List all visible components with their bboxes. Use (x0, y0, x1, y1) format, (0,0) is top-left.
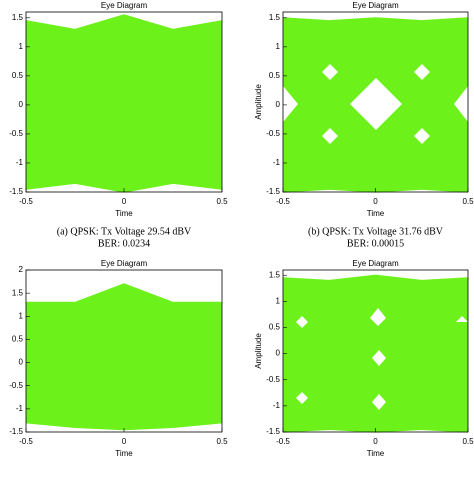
eye-traces (26, 14, 222, 192)
x-tick-label: -0.5 (276, 437, 290, 446)
y-axis-label: Amplitude (254, 333, 263, 369)
x-tick-label: 0 (122, 437, 127, 446)
y-tick-label: 0 (276, 100, 281, 109)
y-tick-label: -0.5 (9, 129, 23, 138)
eye-opening (414, 128, 430, 144)
x-tick-label: 0 (122, 197, 127, 206)
x-axis-label: Time (367, 449, 385, 458)
eye-opening (454, 86, 468, 122)
y-tick-label: 0.5 (269, 323, 281, 332)
eye-opening (322, 128, 338, 144)
x-tick-label: 0.5 (462, 437, 474, 446)
eye-opening (296, 316, 308, 328)
eye-opening (456, 316, 468, 322)
x-axis-label: Time (367, 209, 385, 218)
caption-ber: BER: 0.0234 (98, 238, 150, 249)
eye-envelope (282, 17, 469, 22)
y-tick-label: -0.5 (9, 381, 23, 390)
x-tick-label: 0.5 (216, 437, 228, 446)
eye-traces (26, 283, 222, 430)
y-tick-label: -1.5 (9, 187, 23, 196)
eye-opening (322, 64, 338, 80)
x-tick-label: -0.5 (276, 197, 290, 206)
y-tick-label: -1 (273, 158, 281, 167)
eye-envelope (26, 283, 222, 303)
y-tick-label: 1.5 (12, 13, 24, 22)
y-tick-label: -1.5 (9, 427, 23, 436)
y-tick-label: -0.5 (266, 129, 280, 138)
y-tick-label: -1.5 (266, 187, 280, 196)
x-axis-label: Time (115, 449, 133, 458)
y-tick-label: 0 (276, 349, 281, 358)
x-tick-label: -0.5 (19, 437, 33, 446)
y-tick-label: 1.5 (269, 270, 281, 279)
x-tick-label: 0.5 (462, 197, 474, 206)
caption-ber: BER: 0.00015 (347, 238, 404, 249)
chart-title: Eye Diagram (352, 259, 399, 268)
y-tick-label: -1 (16, 404, 24, 413)
y-tick-label: 1 (19, 311, 24, 320)
x-axis-label: Time (115, 209, 133, 218)
x-tick-label: 0 (373, 197, 378, 206)
y-tick-label: 0.5 (269, 71, 281, 80)
x-tick-label: 0 (373, 437, 378, 446)
eye-opening (372, 350, 386, 366)
eye-opening (372, 394, 386, 410)
x-tick-label: 0.5 (216, 197, 228, 206)
eye-opening (370, 308, 386, 326)
y-tick-label: -1 (273, 401, 281, 410)
chart-title: Eye Diagram (352, 1, 399, 10)
y-tick-label: 0.5 (12, 71, 24, 80)
y-tick-label: 0 (19, 100, 24, 109)
y-tick-label: 1 (19, 42, 24, 51)
eye-opening (283, 86, 298, 122)
chart-title: Eye Diagram (101, 1, 148, 10)
y-tick-label: 1 (276, 296, 281, 305)
caption: (b) QPSK: Tx Voltage 31.76 dBV (308, 226, 444, 237)
eye-envelope (282, 274, 469, 282)
caption: (a) QPSK: Tx Voltage 29.54 dBV (57, 226, 192, 237)
y-tick-label: 1 (276, 42, 281, 51)
y-tick-label: 0.5 (12, 335, 24, 344)
chart-title: Eye Diagram (101, 259, 148, 268)
eye-envelope (25, 14, 223, 31)
y-axis-label: Amplitude (254, 84, 263, 120)
y-tick-label: 1.5 (269, 13, 281, 22)
eye-traces (283, 275, 468, 432)
eye-openings (283, 64, 468, 410)
eye-opening (414, 64, 430, 80)
y-tick-label: -1.5 (266, 427, 280, 436)
eye-opening (296, 392, 308, 404)
x-tick-label: -0.5 (19, 197, 33, 206)
y-tick-label: 1.5 (12, 288, 24, 297)
y-tick-label: -0.5 (266, 375, 280, 384)
y-tick-label: -1 (16, 158, 24, 167)
eye-opening (350, 78, 402, 130)
y-tick-label: 2 (19, 265, 24, 274)
y-tick-label: 0 (19, 358, 24, 367)
